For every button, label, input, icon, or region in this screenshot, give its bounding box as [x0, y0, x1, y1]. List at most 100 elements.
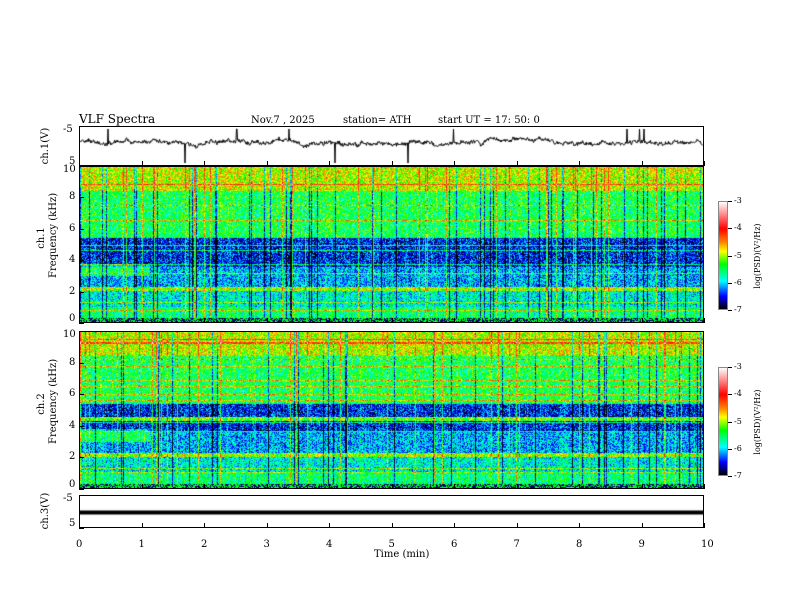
x-tick	[454, 161, 455, 166]
colorbar-tick	[728, 201, 732, 202]
x-tick	[516, 484, 518, 489]
ch3-voltage-trace	[80, 496, 703, 527]
y-tick-label: -5	[63, 493, 73, 504]
x-tick	[329, 318, 330, 323]
colorbar-tick	[728, 228, 732, 230]
x-tick	[79, 318, 80, 323]
x-tick	[79, 523, 80, 528]
x-tick	[266, 523, 268, 528]
colorbar-tick-label: -6	[734, 443, 742, 453]
ch1-voltage-trace	[80, 127, 703, 165]
date-label: Nov.7 , 2025	[251, 115, 315, 126]
x-tick	[516, 161, 518, 166]
colorbar-tick	[728, 282, 732, 284]
y-tick	[79, 166, 84, 167]
x-tick	[391, 484, 393, 489]
y-tick-label: 6	[69, 388, 76, 400]
x-tick	[641, 484, 643, 489]
y-tick-label: 4	[69, 419, 76, 431]
colorbar-tick	[728, 476, 732, 477]
colorbar-tick-label: -7	[734, 471, 742, 480]
x-tick-label: 1	[138, 539, 145, 550]
y-tick	[79, 291, 84, 293]
x-tick	[704, 161, 705, 166]
x-tick	[516, 318, 518, 323]
x-axis-label: Time (min)	[374, 549, 430, 560]
y-tick	[79, 362, 84, 364]
y-tick-label: 0	[69, 479, 76, 490]
ch2-spectrogram-panel	[79, 331, 704, 489]
x-tick	[79, 484, 80, 489]
x-tick	[391, 161, 393, 166]
x-tick	[266, 161, 268, 166]
y-tick-label: 5	[69, 156, 76, 167]
x-tick-label: 4	[326, 539, 333, 550]
x-tick	[454, 318, 455, 323]
x-tick-label: 0	[76, 539, 83, 550]
x-tick	[641, 161, 643, 166]
x-tick	[329, 161, 330, 166]
x-tick	[329, 523, 330, 528]
x-tick	[704, 523, 705, 528]
y-tick	[79, 323, 84, 324]
colorbar-tick	[728, 394, 732, 396]
ch1-voltage-panel	[79, 126, 704, 166]
x-tick	[141, 523, 143, 528]
y-tick	[79, 197, 84, 199]
x-tick-label: 3	[263, 539, 270, 550]
y-tick	[79, 394, 84, 396]
x-tick	[141, 161, 143, 166]
y-tick	[79, 425, 84, 427]
x-tick	[641, 523, 643, 528]
ch1-spectro-ylabel-b: Frequency (kHz)	[48, 192, 59, 278]
colorbar-tick-label: -5	[734, 250, 742, 260]
colorbar-tick	[728, 367, 732, 368]
colorbar-tick-label: -3	[734, 196, 742, 205]
x-tick-label: 8	[576, 539, 583, 550]
x-tick	[704, 484, 705, 489]
ch2-colorbar	[718, 367, 728, 476]
ch2-spectrogram	[80, 332, 703, 488]
x-tick-label: 6	[451, 539, 458, 550]
ch3-voltage-panel	[79, 495, 704, 528]
x-tick	[329, 484, 330, 489]
x-tick-label: 2	[201, 539, 208, 550]
x-tick	[454, 523, 455, 528]
y-tick-label: 4	[69, 254, 76, 266]
y-tick-label: 8	[69, 356, 76, 368]
y-tick	[79, 489, 84, 490]
x-tick	[79, 161, 80, 166]
x-tick	[141, 484, 143, 489]
ch2-spectro-ylabel-a: ch.2	[36, 393, 47, 415]
x-tick	[204, 523, 205, 528]
colorbar-tick-label: -4	[734, 389, 742, 399]
x-tick-label: 5	[388, 539, 395, 550]
x-tick	[579, 523, 580, 528]
colorbar-tick-label: -3	[734, 362, 742, 371]
x-tick	[641, 318, 643, 323]
y-tick	[79, 260, 84, 262]
y-tick	[79, 331, 84, 332]
x-tick-label: 10	[701, 539, 714, 550]
x-tick-label: 9	[638, 539, 645, 550]
ch1-colorbar-label: log(PSD)(V²/Hz)	[753, 223, 762, 289]
ch1-spectrogram-panel	[79, 166, 704, 323]
colorbar-tick	[728, 255, 732, 257]
y-tick	[79, 457, 84, 459]
x-tick	[454, 484, 455, 489]
colorbar-tick	[728, 421, 732, 423]
x-tick	[579, 161, 580, 166]
x-tick	[204, 484, 205, 489]
ch2-spectro-ylabel-b: Frequency (kHz)	[48, 358, 59, 444]
colorbar-tick	[728, 448, 732, 450]
x-tick	[579, 484, 580, 489]
x-tick	[391, 523, 393, 528]
x-tick	[266, 318, 268, 323]
y-tick-label: 2	[69, 451, 76, 463]
y-tick-label: 6	[69, 222, 76, 234]
x-tick	[516, 523, 518, 528]
x-tick-label: 7	[513, 539, 520, 550]
colorbar-tick	[728, 310, 732, 311]
ch1-voltage-ylabel: ch.1(V)	[40, 127, 51, 165]
